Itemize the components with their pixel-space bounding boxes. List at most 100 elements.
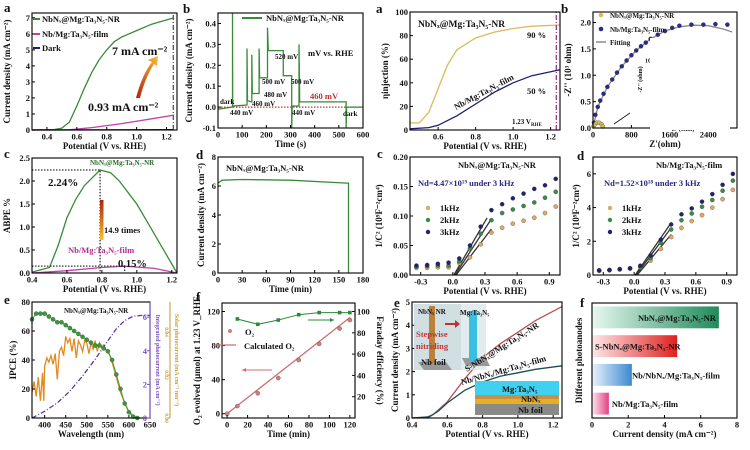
panel-letter: b: [561, 1, 568, 16]
layer-nbnx: [475, 399, 559, 404]
x-tick-label: 200: [260, 130, 273, 140]
data-point: [457, 256, 462, 261]
data-point: [633, 48, 639, 53]
panel-letter: a: [4, 0, 11, 15]
x-tick-label: 20: [243, 420, 252, 430]
y-tick-label: 5: [406, 297, 410, 307]
panel-letter: d: [196, 147, 204, 162]
chart-d-mott-schottky-film: -0.3 0.0 0.3 0.6 0.9 0 2 4 6 Potential (V vs. RHE…: [571, 156, 738, 296]
legend-marker: [425, 229, 431, 235]
y-tick-label: 2: [406, 367, 410, 377]
inset-pointer-arrow-icon: [613, 112, 631, 125]
legend-label: 2kHz: [440, 215, 460, 225]
panel-letter: d: [577, 148, 585, 163]
x-tick-label: 80: [305, 420, 314, 430]
y-axis-title: Different photoanodes: [574, 317, 584, 403]
x-tick-label: 0.6: [691, 277, 702, 287]
data-point: [109, 357, 115, 363]
data-point: [489, 217, 494, 223]
data-point: [33, 311, 39, 316]
series-line: [217, 178, 350, 273]
x-tick-label: 0.8: [470, 132, 481, 142]
y-axis-title: Current density (mA cm⁻²): [390, 308, 400, 412]
x-tick-label: 60: [284, 420, 293, 430]
x-tick-label: 0.6: [442, 420, 453, 430]
panel-letter: f: [196, 289, 201, 304]
y-tick-label: 2: [26, 93, 30, 103]
data-point: [662, 28, 668, 34]
data-point: [76, 331, 81, 337]
y-axis-title: Current density (mA cm⁻²): [2, 19, 12, 123]
y-axis-title: -Z'' (10³ ohm): [563, 43, 573, 96]
y-axis-title: -Z'' (ohm): [637, 66, 644, 92]
data-point: [679, 217, 684, 223]
data-point: [679, 225, 684, 231]
data-point: [126, 409, 132, 415]
data-point: [348, 310, 352, 315]
data-point: [596, 268, 602, 273]
x-axis-title: Potential (V vs. RHE): [63, 141, 146, 151]
series-line: [32, 265, 126, 273]
y2-tick-label: 0: [143, 413, 147, 423]
bar-label: Nb/Mg:Ta₃N₅-film: [612, 399, 678, 409]
data-point: [424, 262, 430, 268]
panel-abpe-annotations: NbNₓ@Mg:Ta₃N₅-NR 2.24% 14.9 times Nb/Mg:…: [48, 159, 155, 270]
legend-marker: [607, 229, 613, 235]
legend-label: NbNₓ@Mg:Ta₃N₅-NR: [42, 14, 121, 24]
data-point: [118, 386, 123, 392]
data-point: [619, 64, 625, 69]
series-line: [31, 114, 175, 131]
data-point: [255, 391, 261, 396]
legend-marker: [607, 205, 613, 211]
chart-a-jv: 0.4 0.6 0.8 1.0 1.2 0 1 2 3 4 5 6 7 Potential (V vs. …: [2, 12, 178, 151]
data-point: [542, 183, 548, 188]
series-line: [454, 218, 492, 276]
y-axis-title: Current density (mA cm⁻²): [184, 18, 194, 122]
legend-label: Calculated O₂: [244, 341, 295, 351]
layer-label: NbNₓ: [521, 394, 541, 404]
x-tick-label: 1.2: [548, 420, 559, 430]
panel-letter: b: [183, 1, 190, 16]
x-tick-label: 2400: [700, 130, 717, 140]
value-label-015: 0.15%: [118, 259, 147, 270]
data-point: [710, 191, 715, 197]
y-axis-title: IPCE (%): [8, 341, 18, 380]
data-point: [730, 171, 736, 177]
step-label: dark: [343, 110, 358, 118]
y-axis-title: O₂ evolved (μmol) at 1.23 V_RHE: [192, 296, 202, 425]
series-line: [31, 17, 175, 131]
data-point: [50, 317, 56, 322]
x-axis-title: Potential (V vs. RHE): [445, 429, 528, 439]
layer-nbnx: [475, 395, 559, 399]
bar: [592, 335, 678, 358]
y-axis-title: 1/C² (10⁹F⁻²cm⁴): [571, 184, 581, 247]
data-point: [46, 314, 52, 319]
y-axis-title: ηinjection (%): [380, 43, 390, 99]
x-tick-label: 0.3: [480, 277, 491, 287]
nbnx-rod-shape: [429, 306, 435, 364]
arrow-right-icon: [445, 320, 460, 328]
legend-label: 1kHz: [440, 203, 460, 213]
series-line: [217, 12, 363, 129]
panel-ms-nr-annotations: NbNₓ@Mg:Ta₃N₅-NR Nd=4.47×10¹⁹ under 3 kH…: [418, 160, 537, 237]
value-label-50: 50 %: [527, 86, 546, 96]
data-point: [296, 312, 301, 317]
series-line: [31, 265, 178, 274]
panel-letter: a: [376, 1, 383, 16]
data-point: [668, 227, 674, 232]
plot-frame: [409, 11, 561, 131]
x-tick-label: 1.0: [508, 132, 519, 142]
data-point: [668, 234, 674, 240]
y-tick-label: 1.0: [580, 70, 591, 80]
data-point: [532, 215, 537, 221]
data-point: [689, 211, 694, 216]
data-point: [510, 207, 516, 212]
data-point: [607, 267, 612, 273]
y-tick-label: 0: [212, 268, 216, 278]
series-line: [31, 314, 150, 419]
y-tick-label: 0.0: [19, 268, 30, 278]
x-tick-label: 0: [590, 420, 594, 430]
y-tick-label: 4: [406, 320, 411, 330]
